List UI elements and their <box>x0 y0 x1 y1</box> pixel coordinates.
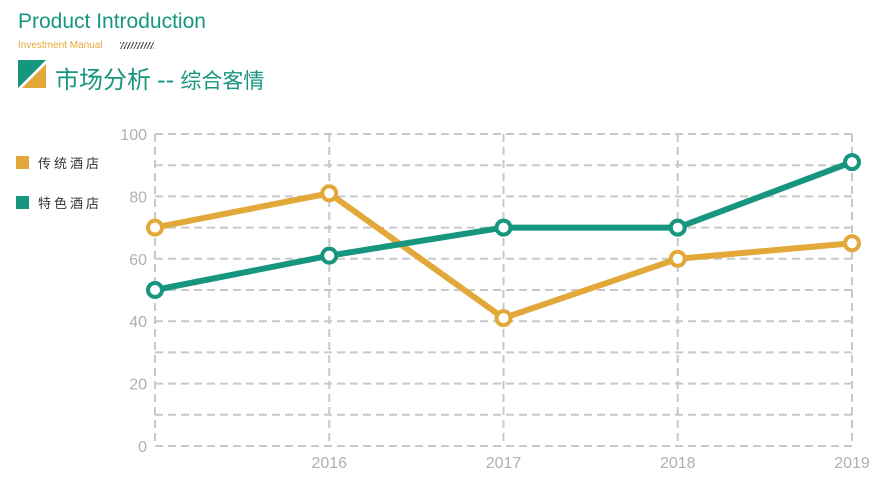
hatch-decoration <box>120 42 154 49</box>
y-tick-label: 100 <box>120 127 147 144</box>
series-point-0 <box>146 218 164 237</box>
section-title-main: 市场分析 <box>55 66 151 94</box>
x-tick-label: 2017 <box>486 455 522 472</box>
chart-legend: 传统酒店 特色酒店 <box>16 152 102 232</box>
series-point-0 <box>843 234 861 253</box>
legend-item-traditional: 传统酒店 <box>16 152 102 172</box>
x-tick-label: 2018 <box>660 455 696 472</box>
section-title-separator: -- <box>157 66 175 94</box>
section-title: 市场分析 -- 综合客情 <box>55 60 264 95</box>
legend-item-boutique: 特色酒店 <box>16 192 102 212</box>
x-tick-label: 2019 <box>834 455 870 472</box>
series-point-0 <box>494 309 513 328</box>
section-icon <box>18 60 46 88</box>
x-tick-label: 2016 <box>311 455 347 472</box>
series-point-1 <box>146 281 164 299</box>
series-point-1 <box>320 246 339 265</box>
series-point-1 <box>843 153 861 172</box>
y-tick-label: 80 <box>129 189 147 206</box>
legend-label-traditional: 传统酒店 <box>38 156 103 172</box>
legend-swatch-boutique <box>16 195 29 209</box>
header-subtitle: Investment Manual <box>18 40 103 51</box>
legend-swatch-traditional <box>16 155 29 169</box>
legend-label-boutique: 特色酒店 <box>38 196 103 212</box>
series-point-0 <box>320 184 339 203</box>
series-point-0 <box>668 249 687 268</box>
series-point-1 <box>494 218 513 237</box>
section-title-sub: 综合客情 <box>180 69 265 93</box>
series-point-1 <box>668 218 687 237</box>
y-tick-label: 60 <box>129 252 147 269</box>
y-tick-label: 40 <box>129 314 147 331</box>
y-tick-label: 0 <box>138 439 147 456</box>
header-title: Product Introduction <box>18 10 206 33</box>
y-tick-label: 20 <box>129 377 147 394</box>
